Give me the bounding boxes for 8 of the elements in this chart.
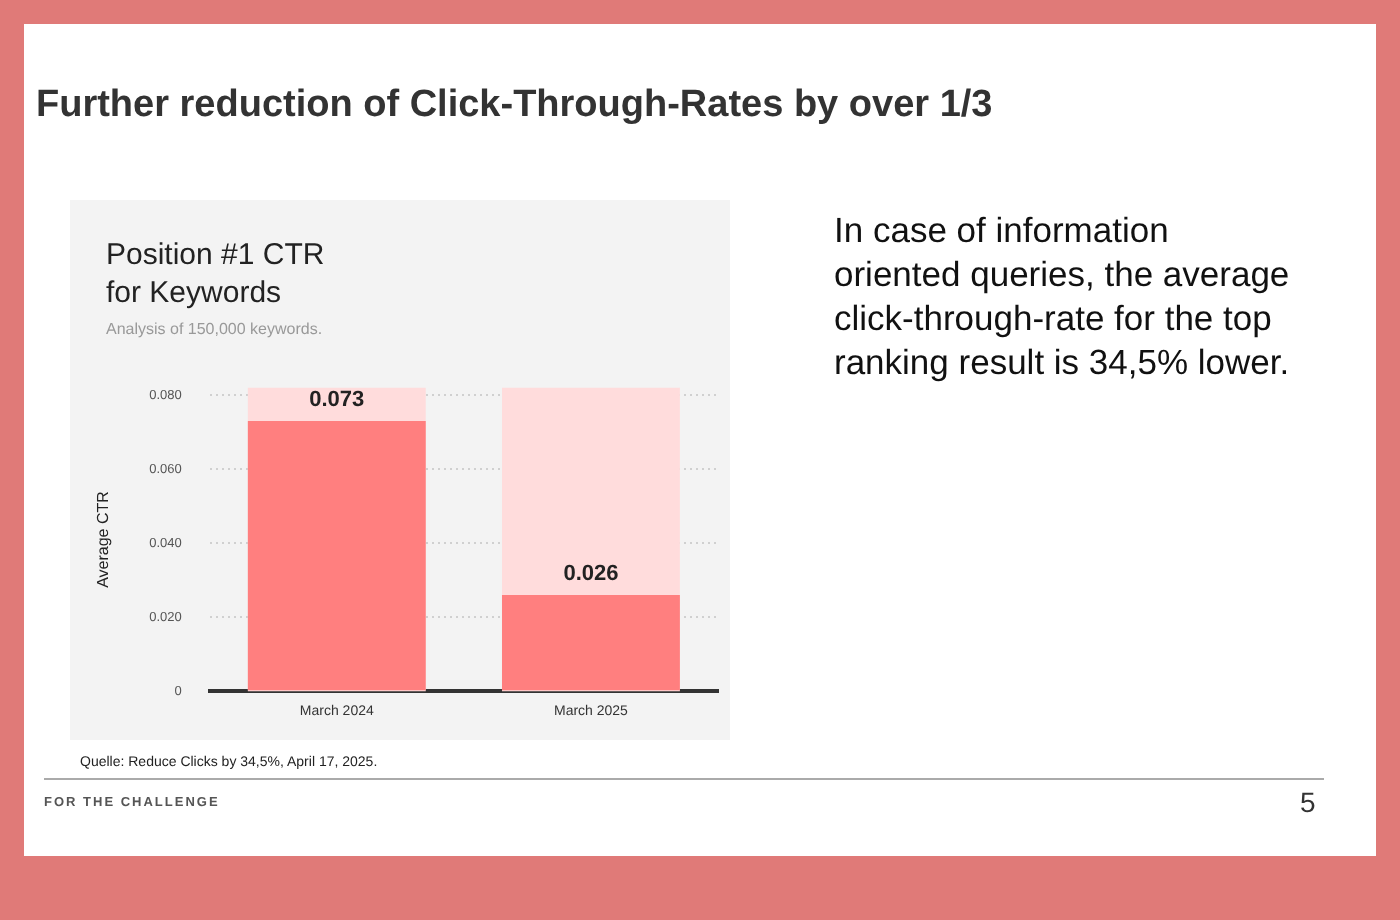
text: Further reduction of Click-Through-Rates by over 1/3: [36, 84, 993, 128]
text: 5: [1300, 786, 1316, 818]
y-axis-title: Average CTR: [94, 490, 113, 588]
data-label: 0.026: [563, 562, 619, 587]
text: In case of information oriented queries, the average click-through-rate for the top ranking result is 34,5% lower.: [834, 208, 1292, 384]
chart-title: Position #1 CTR for Keywords: [106, 236, 325, 312]
data-label: 0.073: [309, 388, 365, 413]
chart-subtitle: Analysis of 150,000 keywords.: [106, 320, 323, 338]
